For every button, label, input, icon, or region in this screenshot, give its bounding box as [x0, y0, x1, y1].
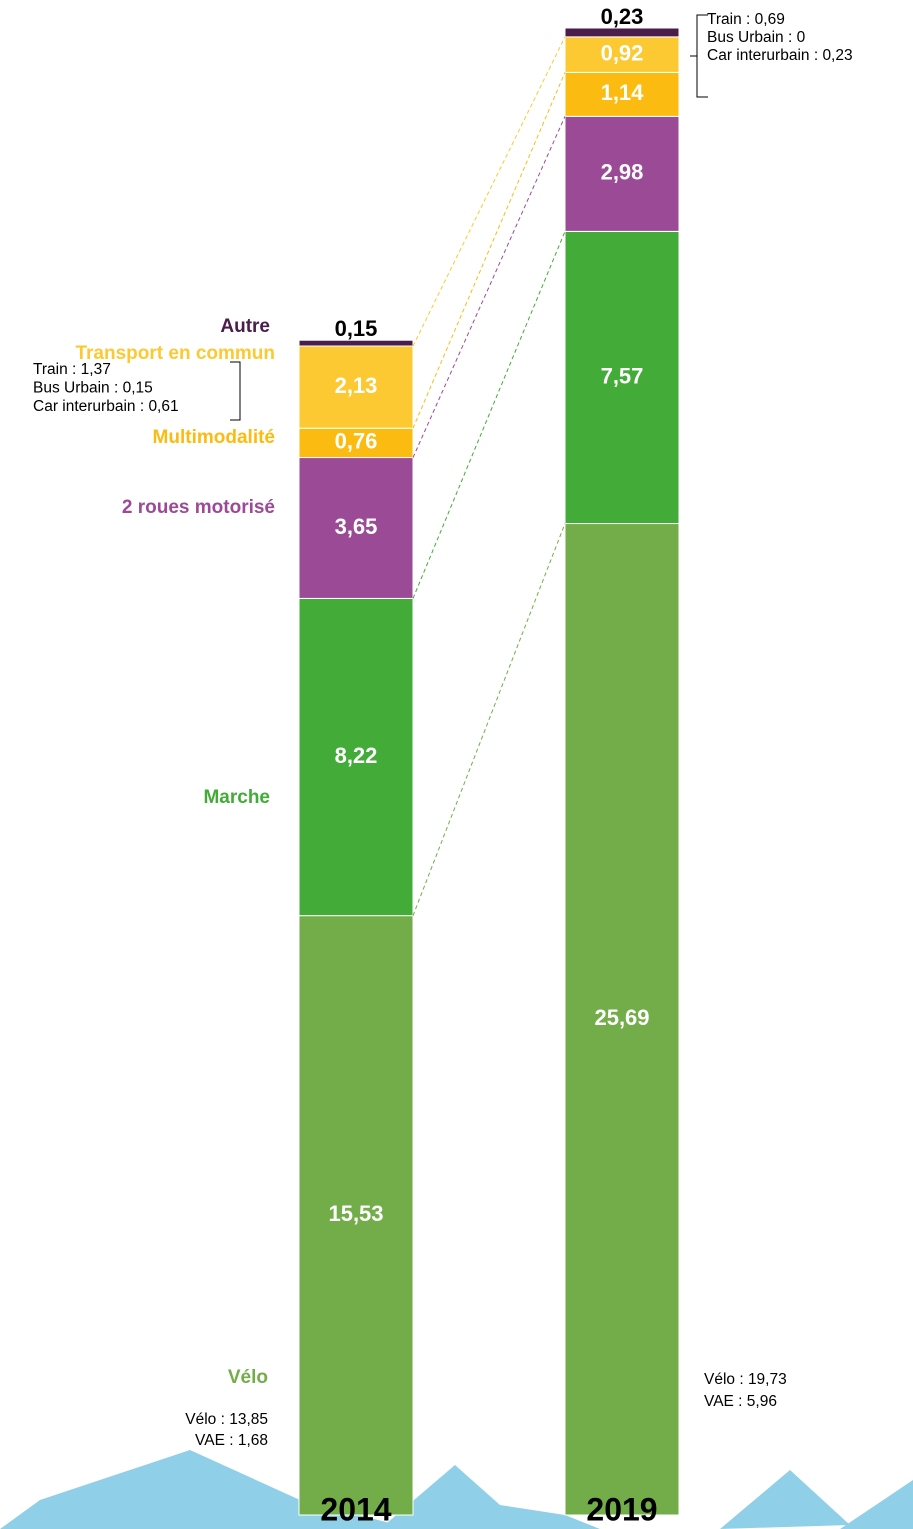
bar-segment	[298, 597, 414, 917]
x-tick-label: 2019	[586, 1491, 657, 1527]
annotation: Car interurbain : 0,23	[707, 47, 853, 64]
annotation: Bus Urbain : 0	[707, 29, 806, 46]
bar-segment	[564, 523, 680, 1516]
bracket	[230, 361, 241, 421]
bar-segment	[298, 339, 414, 347]
bar-segment	[564, 115, 680, 232]
connector	[412, 72, 566, 429]
annotation: VAE : 1,68	[195, 1432, 268, 1449]
value-label: 1,14	[601, 80, 645, 105]
annotation: Bus Urbain : 0,15	[33, 380, 153, 397]
bar-segment	[298, 915, 414, 1516]
connector	[412, 36, 566, 347]
connector	[412, 231, 566, 599]
value-label: 2,98	[601, 160, 644, 185]
mountain	[840, 1480, 913, 1529]
legend-label: Marche	[203, 787, 270, 808]
annotation: Car interurbain : 0,61	[33, 398, 179, 415]
value-label: 25,69	[594, 1005, 649, 1030]
legend-label: Vélo	[228, 1367, 268, 1388]
value-label: 0,76	[335, 429, 378, 454]
annotation: Train : 1,37	[33, 361, 111, 378]
x-tick-label: 2014	[320, 1491, 391, 1527]
legend-label: Autre	[220, 316, 270, 337]
bar-segment	[298, 457, 414, 599]
mountain	[720, 1470, 850, 1529]
mountain	[380, 1465, 600, 1529]
bar-segment	[298, 345, 414, 429]
legend-label: 2 roues motorisé	[122, 497, 275, 518]
legend-label: Transport en commun	[75, 343, 275, 364]
bar-segment	[564, 230, 680, 525]
annotation: VAE : 5,96	[704, 1393, 777, 1410]
value-label: 15,53	[328, 1201, 383, 1226]
bar-segment	[564, 71, 680, 117]
annotation: Train : 0,69	[707, 11, 785, 28]
bracket	[690, 14, 708, 98]
annotation: Vélo : 13,85	[185, 1411, 268, 1428]
connector	[412, 523, 566, 916]
connector	[412, 116, 566, 458]
value-label: 0,15	[335, 316, 378, 341]
value-label: 2,13	[335, 373, 378, 398]
value-label: 7,57	[601, 363, 644, 388]
legend-label: Multimodalité	[153, 427, 275, 448]
value-label: 0,23	[601, 4, 644, 29]
bar-segment	[298, 427, 414, 459]
value-label: 0,92	[601, 40, 644, 65]
value-label: 8,22	[335, 743, 378, 768]
annotation: Vélo : 19,73	[704, 1371, 787, 1388]
value-label: 3,65	[335, 514, 378, 539]
bar-segment	[564, 27, 680, 38]
